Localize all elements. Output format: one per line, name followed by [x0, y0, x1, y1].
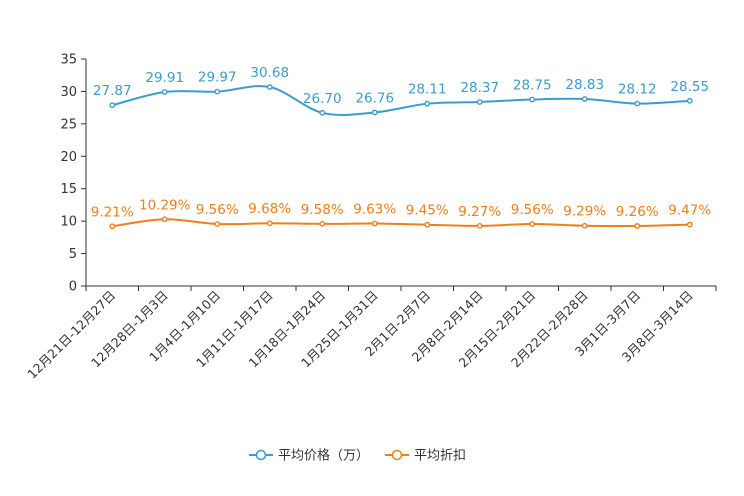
- data-point[interactable]: [266, 84, 273, 90]
- legend-item-2[interactable]: 平均折扣: [385, 449, 466, 464]
- data-point[interactable]: [214, 221, 221, 227]
- data-label: 26.76: [355, 90, 394, 106]
- data-label: 28.75: [513, 78, 552, 94]
- y-tick-label: 15: [60, 182, 77, 197]
- x-tick-label: 12月21日-12月27日: [24, 288, 118, 382]
- data-label: 9.63%: [353, 202, 396, 218]
- data-point[interactable]: [686, 221, 693, 228]
- data-label: 28.55: [670, 79, 709, 95]
- data-label: 28.12: [618, 82, 657, 98]
- y-tick-label: 25: [60, 117, 77, 132]
- series-line: [112, 218, 690, 228]
- data-point[interactable]: [581, 222, 588, 229]
- data-point[interactable]: [371, 109, 378, 116]
- data-point[interactable]: [109, 102, 116, 109]
- data-point[interactable]: [371, 220, 378, 227]
- legend: 平均价格（万） 平均折扣: [249, 448, 466, 464]
- legend-label: 平均价格（万）: [278, 448, 369, 464]
- data-label: 28.83: [565, 77, 604, 93]
- legend-label: 平均折扣: [414, 449, 466, 464]
- data-point[interactable]: [476, 99, 483, 105]
- data-point[interactable]: [581, 96, 588, 102]
- data-label: 28.37: [460, 80, 499, 96]
- data-point[interactable]: [266, 220, 273, 227]
- data-label: 9.26%: [616, 204, 659, 220]
- data-point[interactable]: [634, 223, 641, 229]
- data-label: 9.58%: [301, 202, 344, 218]
- y-tick-label: 0: [69, 280, 77, 295]
- data-label: 9.29%: [563, 204, 606, 220]
- data-point[interactable]: [529, 96, 536, 103]
- data-label: 9.47%: [668, 203, 711, 219]
- data-label: 9.45%: [406, 203, 449, 219]
- data-point[interactable]: [319, 220, 326, 227]
- legend-item-1[interactable]: 平均价格（万）: [249, 448, 369, 464]
- y-tick-label: 5: [69, 247, 77, 262]
- legend-marker-icon: [391, 449, 403, 461]
- data-point[interactable]: [686, 97, 693, 104]
- data-label: 9.56%: [511, 202, 554, 218]
- data-label: 29.97: [198, 70, 237, 86]
- data-label: 9.21%: [91, 204, 134, 220]
- data-point[interactable]: [214, 88, 221, 95]
- data-label: 10.29%: [139, 197, 191, 213]
- data-point[interactable]: [161, 216, 168, 223]
- data-label: 9.27%: [458, 204, 501, 220]
- series-line: [112, 85, 690, 116]
- series-2: 9.21% 10.29% 9.56% 9.68% 9.58% 9.63% 9.45% 9.27…: [91, 197, 711, 230]
- y-tick-label: 35: [60, 53, 77, 68]
- data-label: 29.91: [145, 70, 184, 86]
- y-tick-label: 20: [60, 150, 77, 165]
- series-1: 27.87 29.91 29.97 30.68 26.70 26.76 28.11 28.37…: [93, 65, 709, 116]
- data-point[interactable]: [161, 89, 168, 95]
- data-label: 28.11: [408, 82, 447, 98]
- data-label: 30.68: [250, 65, 289, 81]
- data-label: 9.68%: [248, 201, 291, 217]
- data-point[interactable]: [109, 223, 116, 230]
- data-point[interactable]: [476, 222, 483, 229]
- data-label: 27.87: [93, 83, 132, 99]
- y-tick-label: 10: [60, 215, 77, 230]
- data-point[interactable]: [529, 221, 536, 227]
- data-point[interactable]: [424, 100, 431, 107]
- data-label: 9.56%: [196, 202, 239, 218]
- data-label: 26.70: [303, 91, 342, 107]
- data-point[interactable]: [634, 100, 641, 107]
- y-tick-label: 30: [60, 85, 77, 100]
- data-point[interactable]: [319, 109, 326, 116]
- legend-marker-icon: [255, 449, 267, 461]
- series-layer: 27.87 29.91 29.97 30.68 26.70 26.76 28.11 28.37…: [91, 65, 711, 230]
- data-point[interactable]: [424, 221, 431, 228]
